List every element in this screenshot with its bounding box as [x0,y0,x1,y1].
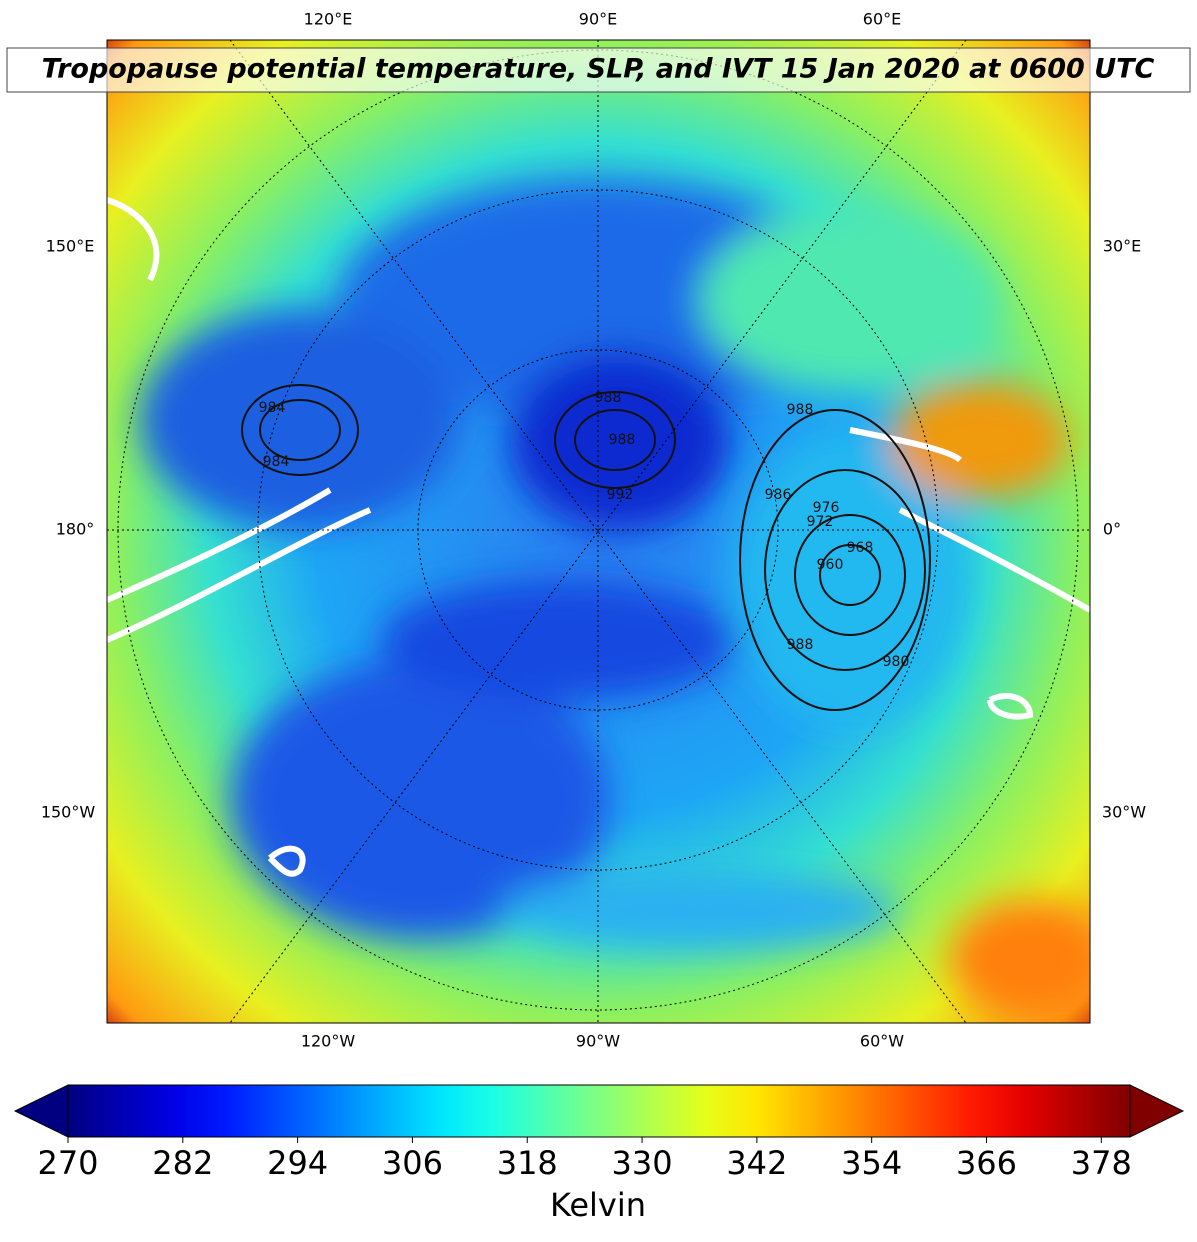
graticule-label: 30°W [1102,803,1146,822]
contour-label: 972 [807,514,834,530]
tick-label: 270 [37,1144,98,1182]
graticule-label: 90°E [579,10,617,29]
tick-label: 318 [497,1144,558,1182]
title: Tropopause potential temperature, SLP, a… [42,54,1155,85]
tick-label: 378 [1071,1144,1132,1182]
graticule-label: 180° [56,520,95,539]
contour-label: 980 [883,654,910,670]
colorbar [67,1084,1131,1138]
map-frame [106,39,1091,1024]
graticule-label: 60°W [860,1032,904,1051]
graticule-label: 150°E [46,237,95,256]
contour-label: 984 [259,400,286,416]
graticule-label: 120°E [304,10,353,29]
tick-label: 294 [267,1144,328,1182]
graticule-label: 30°E [1103,237,1141,256]
graticule-label: 120°W [301,1032,356,1051]
tick-label: 330 [612,1144,673,1182]
contour-label: 986 [765,487,792,503]
colorbar-label: Kelvin [550,1186,646,1224]
colorbar-extend-min [13,1084,69,1138]
map [107,40,1090,1023]
contour-label: 984 [263,454,290,470]
tick-label: 282 [152,1144,213,1182]
contour-label: 988 [787,402,814,418]
tick-label: 306 [382,1144,443,1182]
contour-label: 968 [847,540,874,556]
tick-label: 366 [956,1144,1017,1182]
tick-label: 342 [726,1144,787,1182]
graticule-label: 90°W [576,1032,620,1051]
title-box [6,47,1191,93]
contour-label: 988 [595,390,622,406]
contour-label: 976 [813,500,840,516]
graticule-label: 150°W [41,803,96,822]
colorbar-extend-max [1129,1084,1185,1138]
graticule-label: 60°E [863,10,901,29]
contour-label: 992 [607,487,634,503]
contour-label: 988 [787,637,814,653]
graticule-label: 0° [1103,520,1121,539]
contour-label: 988 [609,432,636,448]
contour-label: 960 [817,557,844,573]
tick-label: 354 [841,1144,902,1182]
